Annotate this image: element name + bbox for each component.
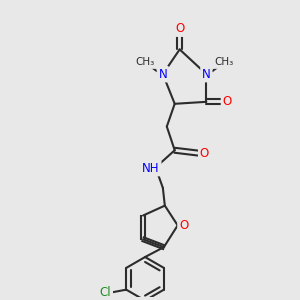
Text: O: O [179, 219, 188, 232]
Text: CH₃: CH₃ [135, 57, 155, 67]
Text: O: O [223, 95, 232, 108]
Text: CH₃: CH₃ [214, 57, 234, 67]
Text: Cl: Cl [100, 286, 111, 299]
Text: O: O [175, 22, 184, 35]
Text: N: N [202, 68, 211, 81]
Text: O: O [200, 147, 209, 160]
Text: NH: NH [142, 162, 160, 175]
Text: N: N [158, 68, 167, 81]
